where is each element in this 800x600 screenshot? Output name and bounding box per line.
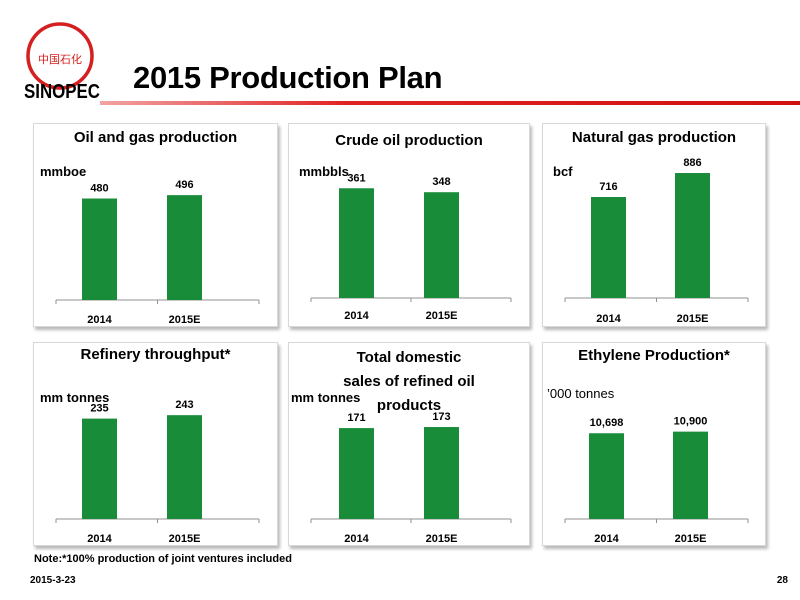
chart-panel-natural-gas: Natural gas production bcf 716 2014 886 201…: [542, 123, 766, 327]
sinopec-logo: 中国石化 SINOPEC: [22, 18, 102, 104]
bar-2015E: [167, 195, 202, 300]
bar-2015E: [675, 173, 710, 298]
x-tick-label: 2014: [344, 533, 369, 545]
title-underline: [100, 101, 800, 105]
chart-panel-oil-gas: Oil and gas production mmboe 480 2014 496 2…: [33, 123, 278, 327]
x-tick-label: 2014: [594, 533, 619, 545]
data-label: 235: [90, 403, 108, 415]
logo-wordmark: SINOPEC: [24, 81, 100, 103]
bar-2015E: [424, 427, 459, 519]
x-tick-label: 2014: [344, 310, 369, 322]
bar-2015E: [424, 192, 459, 298]
chart-unit-label: mmboe: [40, 164, 87, 179]
chart-panel-crude-oil: Crude oil production mmbbls 361 2014 348 20…: [288, 123, 530, 327]
chart-refinery: 235 2014 243 2015E: [55, 399, 260, 545]
bar-2015E: [167, 415, 202, 519]
data-label: 886: [683, 157, 701, 169]
chart-unit-label: bcf: [553, 164, 573, 179]
x-tick-label: 2015E: [677, 313, 709, 325]
data-label: 361: [347, 172, 365, 184]
bar-2014: [82, 418, 117, 519]
page-number: 28: [776, 575, 788, 586]
x-tick-label: 2015E: [675, 533, 707, 545]
bar-2014: [589, 433, 624, 519]
chart-panel-domestic-sales: Total domestic sales of refined oil prod…: [288, 342, 530, 546]
bar-2014: [82, 198, 117, 300]
chart-title: Natural gas production: [571, 129, 737, 146]
logo-chinese-text: 中国石化: [38, 52, 82, 66]
data-label: 243: [175, 399, 193, 411]
footnote: Note:*100% production of joint ventures …: [34, 553, 292, 565]
x-tick-label: 2015E: [169, 533, 201, 545]
x-tick-label: 2015E: [426, 533, 458, 545]
chart-unit-label: mmbbls: [299, 164, 349, 179]
x-tick-label: 2014: [87, 314, 112, 326]
chart-domestic-sales: 171 2014 173 2015E: [310, 411, 512, 545]
chart-unit-label: mm tonnes: [291, 390, 361, 405]
chart-crude-oil: 361 2014 348 2015E: [310, 172, 512, 322]
data-label: 480: [90, 183, 108, 195]
chart-title: Refinery throughput*: [80, 346, 231, 363]
slide-date: 2015-3-23: [30, 575, 76, 586]
bar-2014: [591, 197, 626, 298]
bar-2015E: [673, 431, 708, 519]
data-label: 10,698: [590, 417, 624, 429]
chart-title: Ethylene Production*: [578, 347, 730, 364]
chart-panel-ethylene: Ethylene Production* ’000 tonnes 10,698 2…: [542, 342, 766, 546]
data-label: 716: [599, 181, 617, 193]
chart-unit-label: ’000 tonnes: [547, 386, 615, 401]
chart-panel-refinery: Refinery throughput* mm tonnes 235 2014 24…: [33, 342, 278, 546]
x-tick-label: 2015E: [426, 310, 458, 322]
chart-natural-gas: 716 2014 886 2015E: [564, 157, 749, 325]
data-label: 348: [432, 176, 450, 188]
chart-unit-label: mm tonnes: [40, 390, 110, 405]
x-tick-label: 2014: [87, 533, 112, 545]
data-label: 171: [347, 412, 365, 424]
data-label: 173: [432, 411, 450, 423]
data-label: 496: [175, 179, 193, 191]
chart-ethylene: 10,698 2014 10,900 2015E: [564, 416, 749, 545]
chart-oil-gas: 480 2014 496 2015E: [55, 179, 260, 326]
chart-title: Oil and gas production: [73, 129, 238, 146]
bar-2014: [339, 428, 374, 519]
bar-2014: [339, 188, 374, 298]
x-tick-label: 2015E: [169, 314, 201, 326]
chart-title: Crude oil production: [335, 132, 483, 149]
x-tick-label: 2014: [596, 313, 621, 325]
page-title: 2015 Production Plan: [133, 60, 443, 95]
chart-title: Total domestic sales of refined oil prod…: [343, 349, 475, 414]
data-label: 10,900: [674, 416, 708, 428]
